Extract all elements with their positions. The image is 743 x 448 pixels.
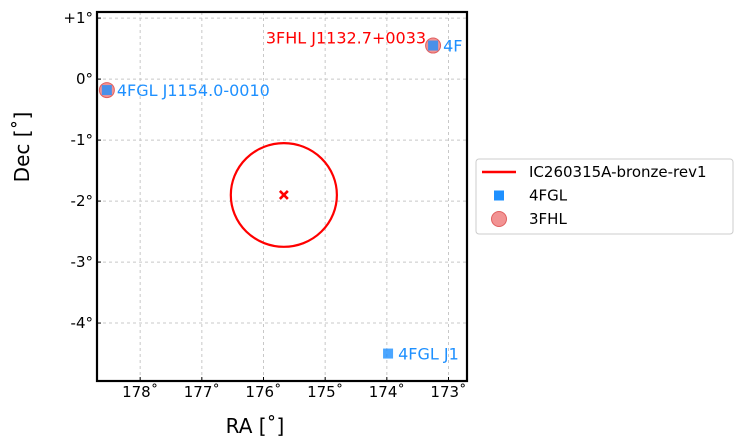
y-axis-ticks: +1° 0° -1° -2° -3° -4°: [63, 9, 101, 332]
plot-area: [98, 37, 442, 359]
source-label: 4F: [443, 37, 462, 56]
y-tick-label: +1°: [63, 9, 93, 27]
y-tick-label: -3°: [71, 253, 93, 271]
x-tick-label: 174˚: [369, 383, 405, 401]
source-label: 3FHL J1132.7+0033: [266, 29, 426, 48]
error-region-contour: [229, 142, 338, 248]
legend-item: 3FHL: [491, 210, 567, 228]
x-tick-label: 177˚: [184, 383, 220, 401]
legend: IC260315A-bronze-rev1 4FGL 3FHL: [475, 158, 734, 235]
x-tick-label: 173˚: [430, 383, 466, 401]
legend-item: 4FGL: [494, 187, 568, 205]
y-tick-label: -4°: [71, 314, 93, 332]
legend-box: [475, 158, 734, 235]
source-annotations: 4FGL J1154.0-0010 4F 3FHL J1132.7+0033 4FGL…: [117, 29, 463, 364]
y-tick-label: -1°: [71, 131, 93, 149]
grid-lines: [97, 12, 467, 381]
x-tick-label: 176˚: [245, 383, 281, 401]
source-label: 4FGL J1: [398, 345, 459, 364]
y-tick-label: -2°: [71, 192, 93, 210]
legend-circle-swatch: [491, 211, 507, 227]
point-4fgl: [428, 40, 439, 51]
legend-label: 4FGL: [529, 187, 568, 205]
x-axis-ticks: 178˚ 177˚ 176˚ 175˚ 174˚ 173˚: [122, 377, 467, 401]
y-tick-label: 0°: [76, 70, 93, 88]
legend-item: IC260315A-bronze-rev1: [482, 163, 707, 181]
point-4fgl: [101, 85, 112, 96]
legend-square-swatch: [494, 190, 504, 201]
legend-label: IC260315A-bronze-rev1: [529, 163, 707, 181]
point-4fgl: [383, 348, 394, 359]
source-label: 4FGL J1154.0-0010: [117, 81, 270, 100]
best-fit-marker: [278, 190, 289, 200]
y-axis-label: Dec [˚]: [10, 112, 34, 183]
x-tick-label: 178˚: [122, 383, 158, 401]
x-tick-label: 175˚: [307, 383, 343, 401]
best-fit-cross-stroke: [278, 190, 289, 200]
x-axis-label: RA [˚]: [226, 414, 285, 438]
axes-frame: [95, 10, 469, 383]
legend-label: 3FHL: [529, 210, 567, 228]
